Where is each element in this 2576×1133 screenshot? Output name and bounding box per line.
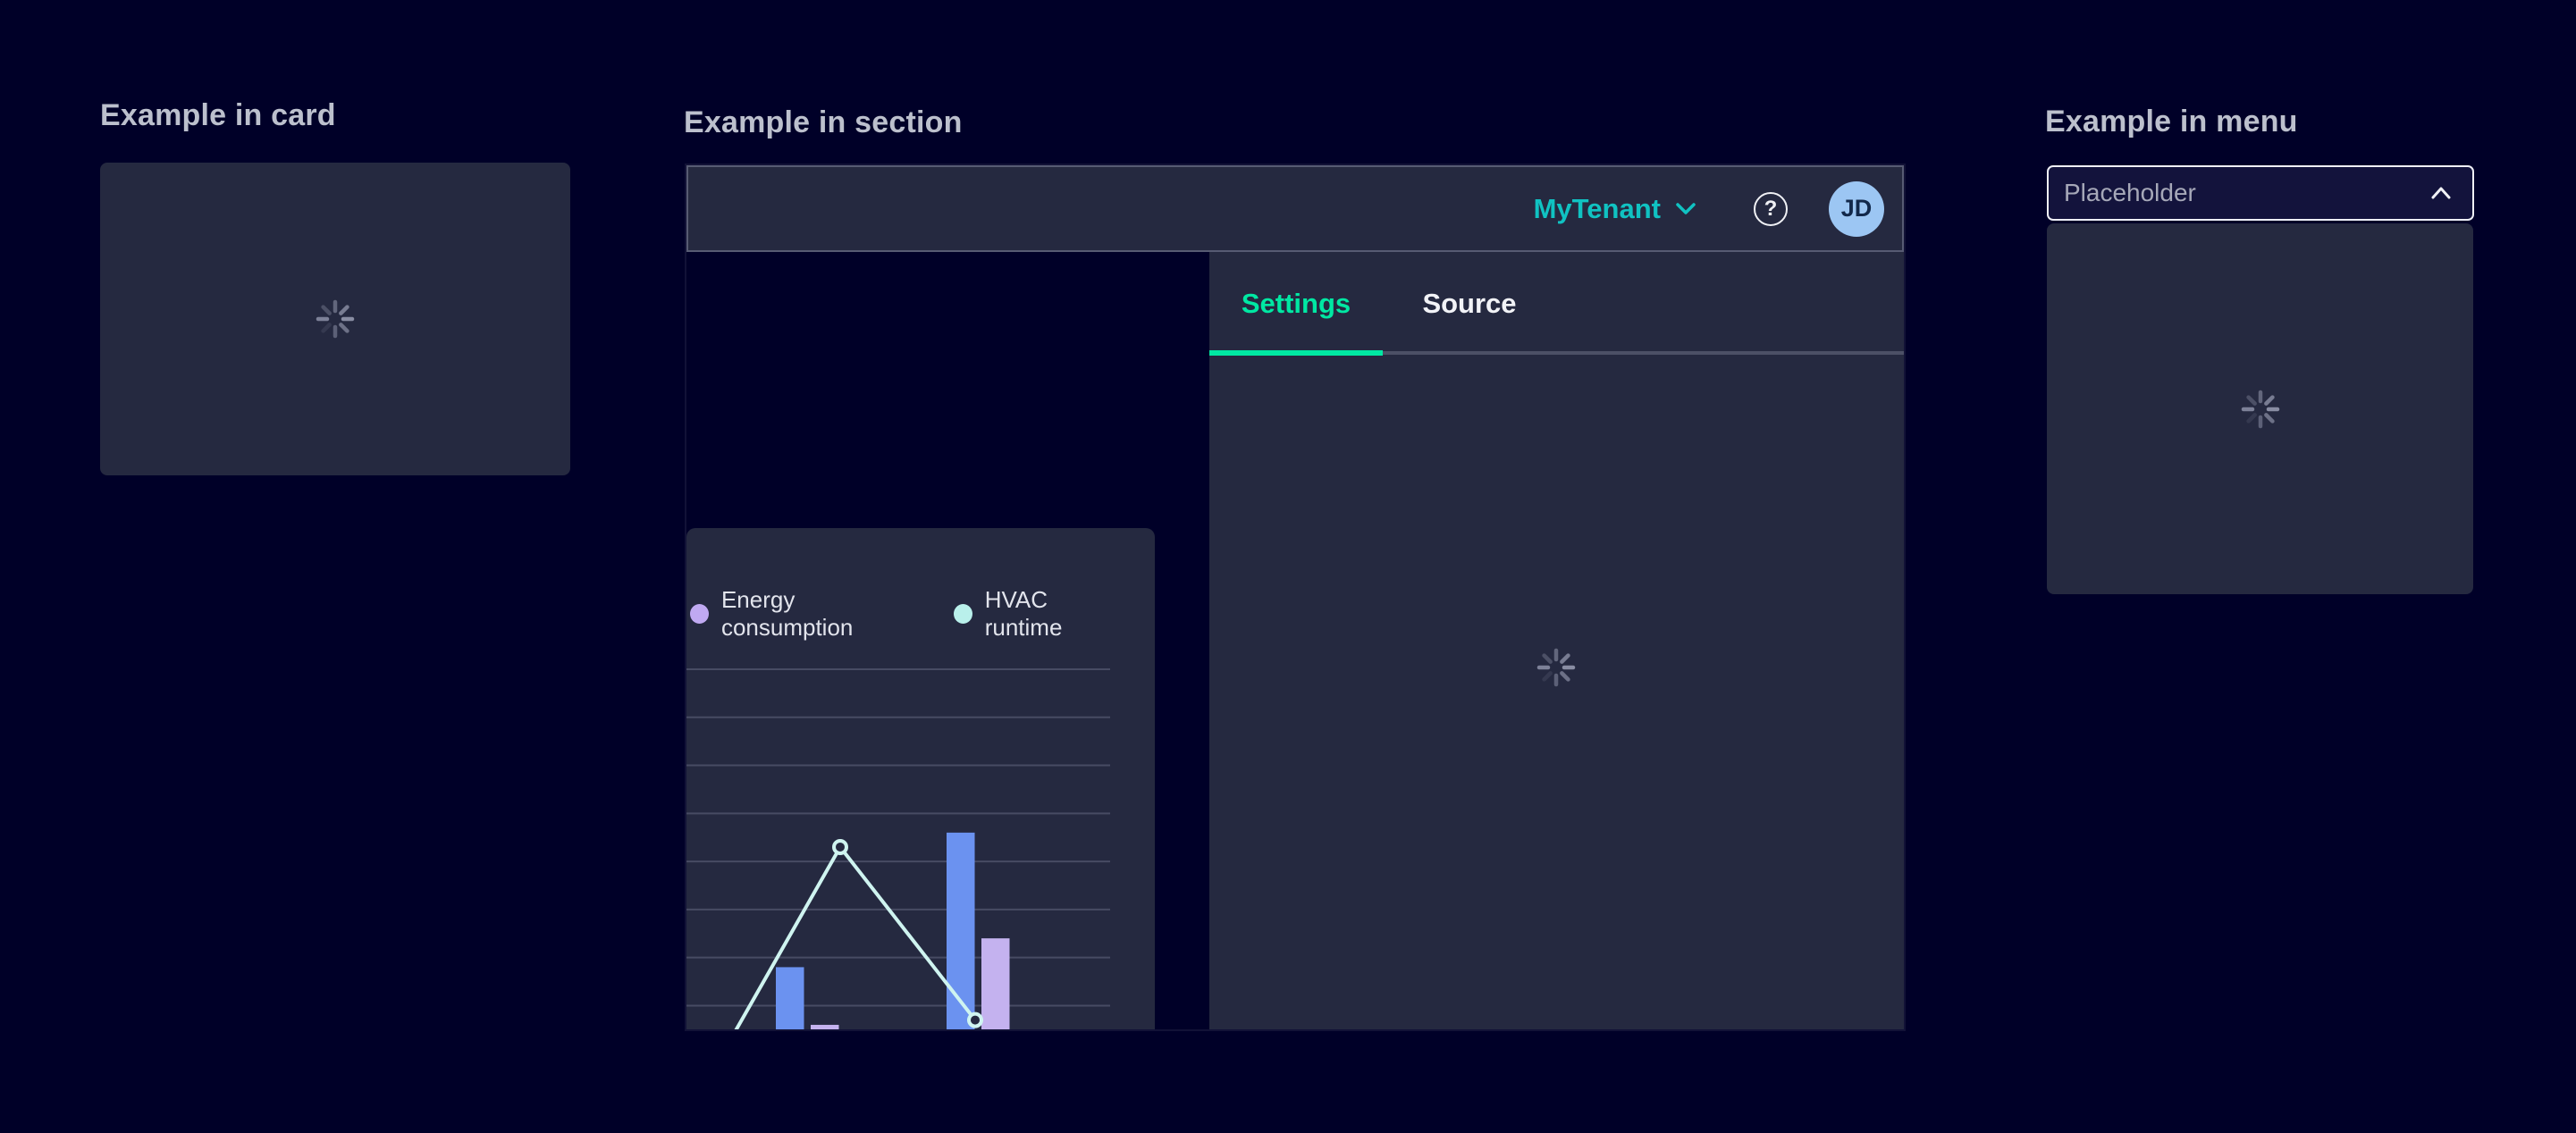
avatar-initials: JD	[1840, 195, 1873, 222]
tenant-name: MyTenant	[1533, 192, 1661, 224]
select-dropdown-menu	[2047, 223, 2473, 594]
legend-label-hvac: HVAC runtime	[984, 586, 1063, 641]
legend-item-energy[interactable]: Energy consumption	[690, 586, 923, 642]
legend-item-hvac[interactable]: HVAC runtime	[953, 586, 1124, 642]
tab-source[interactable]: Source	[1422, 288, 1517, 319]
chart-card: Energy consumption HVAC runtime	[686, 528, 1155, 1029]
tenant-switcher[interactable]: MyTenant	[1534, 193, 1696, 225]
user-avatar[interactable]: JD	[1829, 180, 1884, 237]
content-pane-right: Settings Source	[1209, 252, 1904, 1029]
combo-chart	[686, 667, 1110, 1029]
tab-settings[interactable]: Settings	[1241, 288, 1351, 319]
card-example-title: Example in card	[100, 98, 336, 132]
content-pane-left: Energy consumption HVAC runtime	[686, 252, 1209, 1029]
application-section: MyTenant ? JD Energy consumption	[685, 164, 1906, 1031]
active-tab-indicator	[1209, 350, 1383, 356]
section-body: Energy consumption HVAC runtime Settings…	[686, 252, 1904, 1029]
legend-dot-hvac	[953, 604, 972, 624]
legend-dot-energy	[690, 604, 709, 624]
application-header: MyTenant ? JD	[686, 165, 1904, 252]
loading-spinner	[316, 299, 355, 339]
legend-label-energy: Energy consumption	[720, 586, 854, 641]
loading-spinner	[1536, 648, 1576, 687]
loading-card	[100, 163, 570, 475]
help-icon: ?	[1764, 196, 1778, 221]
help-button[interactable]: ?	[1754, 191, 1788, 226]
menu-example-title: Example in menu	[2045, 105, 2298, 138]
tab-bar-divider	[1383, 351, 1904, 355]
tab-bar: Settings Source	[1209, 252, 1904, 356]
select-input[interactable]: Placeholder	[2047, 165, 2474, 221]
section-example-title: Example in section	[684, 105, 963, 139]
chevron-up-icon	[2431, 187, 2451, 199]
chevron-down-icon	[1676, 202, 1696, 214]
select-placeholder: Placeholder	[2064, 179, 2196, 206]
loading-spinner	[2241, 390, 2280, 429]
chart-legend: Energy consumption HVAC runtime	[690, 586, 1155, 641]
